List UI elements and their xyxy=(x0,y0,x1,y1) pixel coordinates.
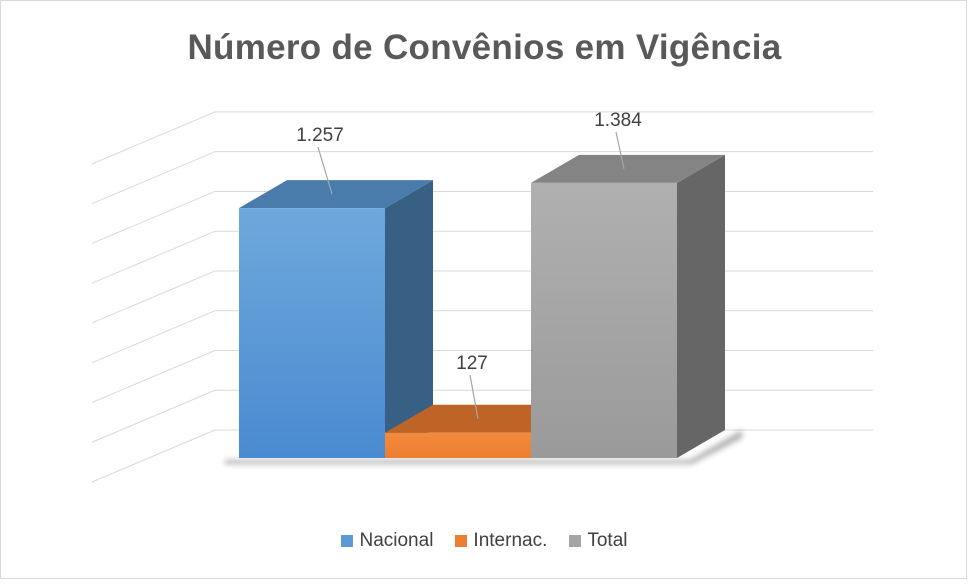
data-label-internac: 127 xyxy=(456,353,488,374)
floor-shadow xyxy=(225,430,742,464)
gridline-side xyxy=(91,190,216,244)
data-label-nacional: 1.257 xyxy=(296,125,344,146)
legend: Nacional Internac. Total xyxy=(0,530,969,552)
bar-front-face xyxy=(385,432,531,458)
legend-label-total: Total xyxy=(587,530,628,551)
legend-item-total: Total xyxy=(569,530,628,552)
legend-swatch-total xyxy=(569,535,582,547)
bar-side-face xyxy=(677,154,725,459)
chart-title: Número de Convênios em Vigência xyxy=(187,28,782,67)
bar-top-face xyxy=(531,154,725,183)
data-label-leader xyxy=(469,374,479,419)
legend-swatch-internac xyxy=(455,535,468,547)
bar-top-face xyxy=(385,404,579,433)
data-label-leader xyxy=(317,146,333,195)
bar-side-face xyxy=(385,180,433,458)
legend-item-nacional: Nacional xyxy=(341,530,433,552)
bar-nacional xyxy=(239,180,433,458)
gridline-side xyxy=(91,230,216,284)
gridline-side xyxy=(91,111,216,165)
gridline-side xyxy=(91,429,216,483)
bar-front-face xyxy=(531,182,677,459)
gridline-side xyxy=(91,151,216,205)
floor-shadow-shape xyxy=(225,430,742,464)
data-label-total: 1.384 xyxy=(594,110,642,131)
legend-item-internac: Internac. xyxy=(455,530,547,552)
gridline-side xyxy=(91,350,216,403)
legend-swatch-nacional xyxy=(341,535,354,547)
gridline-side xyxy=(91,389,216,443)
bar-total xyxy=(531,154,725,459)
data-labels: 1.257 127 1.384 xyxy=(296,110,642,419)
bar-top-face xyxy=(239,180,433,209)
gridline-side xyxy=(91,310,216,364)
data-label-leader xyxy=(615,131,625,169)
bar-front-face xyxy=(239,208,385,458)
gridline-side xyxy=(91,270,216,324)
bars xyxy=(239,154,725,459)
legend-label-nacional: Nacional xyxy=(359,530,434,551)
legend-label-internac: Internac. xyxy=(473,530,548,551)
